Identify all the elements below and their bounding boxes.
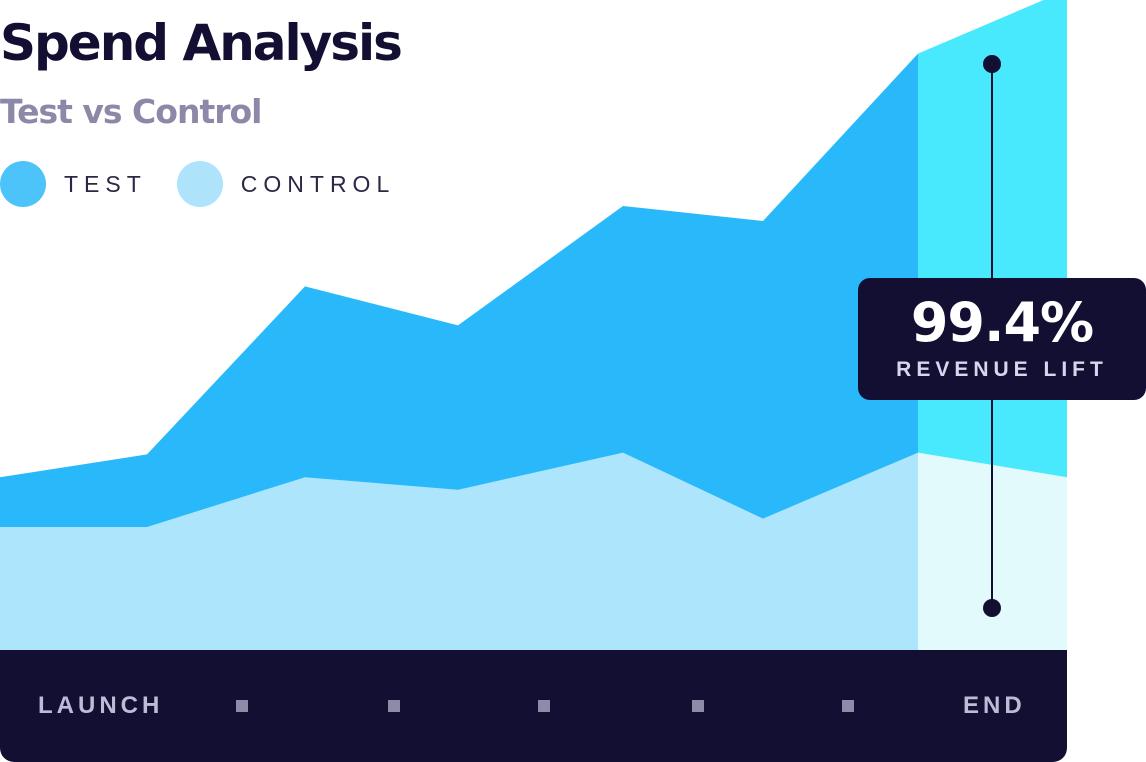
lift-marker-top-dot xyxy=(983,55,1001,73)
lift-marker-bottom-dot xyxy=(983,599,1001,617)
chart-title: Spend Analysis xyxy=(0,14,401,72)
revenue-lift-callout: 99.4% REVENUE LIFT xyxy=(858,278,1146,400)
chart-subtitle: Test vs Control xyxy=(0,92,261,131)
chart-legend: TEST CONTROL xyxy=(0,161,425,207)
legend-label-control: CONTROL xyxy=(241,171,395,198)
x-axis-tick xyxy=(388,700,400,712)
legend-swatch-test xyxy=(0,161,46,207)
x-axis-tick xyxy=(692,700,704,712)
legend-label-test: TEST xyxy=(64,171,147,198)
x-axis-tick xyxy=(538,700,550,712)
x-axis-tick xyxy=(236,700,248,712)
legend-item-control: CONTROL xyxy=(177,161,395,207)
revenue-lift-value: 99.4% xyxy=(858,292,1146,354)
x-axis-start-label: LAUNCH xyxy=(38,692,163,720)
legend-swatch-control xyxy=(177,161,223,207)
legend-item-test: TEST xyxy=(0,161,147,207)
x-axis-tick xyxy=(842,700,854,712)
revenue-lift-label: REVENUE LIFT xyxy=(858,358,1146,382)
x-axis-end-label: END xyxy=(963,692,1026,720)
